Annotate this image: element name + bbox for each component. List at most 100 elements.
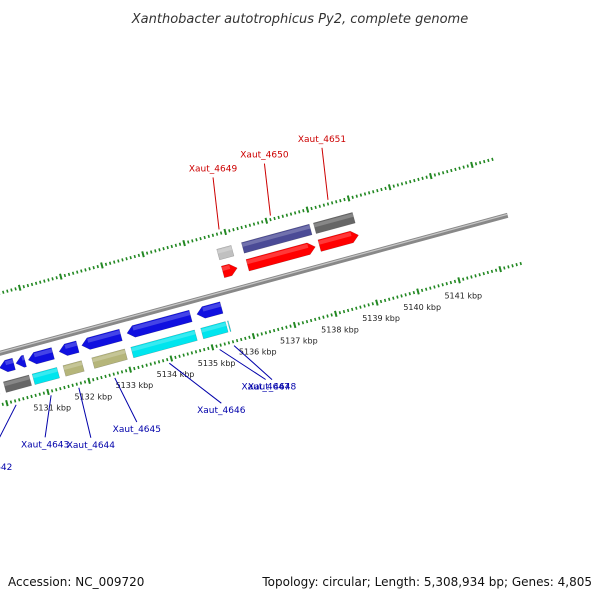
upper-ruler-tick [191,239,194,243]
lower-ruler-tick [400,294,403,298]
gene-reverse-block [130,329,198,359]
upper-ruler-tick [39,280,42,284]
cds-reverse-block [81,328,123,350]
gene-label: Xaut_4642 [0,463,12,473]
upper-ruler-tick [137,253,141,258]
upper-ruler-tick [273,216,276,221]
lower-ruler-tick [67,384,70,389]
upper-ruler-tick [219,231,223,235]
gene-label-leader [321,147,329,200]
upper-ruler-tick [478,161,482,165]
upper-ruler-tick [487,158,490,163]
lower-ruler-tick [235,338,239,343]
lower-ruler-tick [462,277,465,281]
upper-ruler-tick [84,268,87,272]
lower-ruler-tick [186,352,189,356]
ruler-tick-label: 5141 kbp [444,292,482,301]
lower-ruler-tick [355,306,358,310]
upper-ruler-tick [450,168,453,173]
lower-ruler-tick [507,265,510,269]
lower-ruler-tick [408,292,411,296]
upper-ruler-tick [289,212,293,216]
upper-ruler-tick [437,172,441,176]
feature-gloss [4,359,14,366]
gene-label: Xaut_4651 [298,135,346,145]
lower-ruler-tick [416,288,420,295]
lower-ruler-tick [486,270,490,275]
upper-ruler-tick [277,215,280,220]
upper-ruler-tick [409,180,412,184]
cds-reverse-block [15,354,27,368]
lower-ruler-tick [63,385,66,390]
ruler-tick-label: 5137 kbp [280,336,318,345]
upper-ruler-tick [470,161,474,169]
ruler-tick-label: 5134 kbp [157,370,195,379]
lower-ruler-tick [92,378,95,382]
lower-ruler-tick [425,287,428,291]
lower-ruler-tick [231,340,235,344]
lower-ruler-tick [309,318,313,323]
lower-ruler-tick [96,376,99,381]
lower-ruler-tick [478,273,481,277]
upper-ruler-tick [417,177,420,182]
lower-ruler-tick [383,298,387,303]
cds-forward-block [220,263,238,279]
lower-ruler-tick [34,393,37,398]
lower-ruler-tick [207,346,210,351]
upper-ruler-tick [429,172,433,180]
upper-ruler-tick [174,243,178,247]
feature-gloss [313,213,354,228]
lower-ruler-tick [281,326,284,330]
lower-ruler-tick [133,366,136,371]
upper-ruler-tick [363,192,367,196]
gene-label: Xaut_4649 [189,164,238,174]
feature-gloss [63,361,83,371]
upper-ruler-tick [269,217,272,222]
lower-ruler-tick [59,386,62,391]
lower-ruler-tick [124,369,128,373]
lower-ruler-tick [210,344,215,351]
upper-ruler-tick [67,272,71,277]
upper-ruler-tick [215,232,219,236]
upper-ruler-tick [223,228,227,236]
upper-ruler-tick [63,273,67,278]
lower-ruler-tick [198,349,202,353]
upper-ruler-tick [51,277,54,281]
feature-gloss [64,341,78,349]
lower-ruler-tick [50,389,54,393]
upper-ruler-tick [281,214,284,218]
lower-ruler-tick [305,319,309,324]
lower-ruler-tick [314,317,317,322]
upper-ruler-tick [343,197,346,202]
upper-ruler-tick [380,187,383,192]
upper-ruler-tick [302,209,305,213]
upper-ruler-tick [454,167,457,172]
gene-label-leader [114,377,138,423]
upper-ruler-tick [100,262,104,269]
upper-ruler-tick [195,238,198,242]
upper-ruler-tick [145,251,149,255]
upper-ruler-tick [182,239,186,247]
upper-ruler-tick [2,290,5,294]
lower-ruler-tick [326,314,329,318]
upper-ruler-tick [14,287,17,291]
upper-ruler-tick [367,191,371,195]
upper-ruler-tick [76,270,79,274]
upper-ruler-tick [310,206,313,211]
lower-ruler-tick [169,355,174,362]
lower-ruler-tick [112,372,115,376]
upper-ruler-tick [376,188,379,193]
lower-ruler-tick [203,347,206,352]
upper-ruler-tick [240,225,243,230]
upper-ruler-tick [335,200,338,204]
lower-ruler-tick [268,330,272,334]
feature-gloss [202,302,222,312]
feature-gloss [221,265,231,271]
lower-ruler-tick [166,357,169,362]
lower-ruler-tick [18,398,21,402]
upper-ruler-tick [207,234,210,239]
upper-ruler-tick [26,283,30,288]
cds-reverse-block [126,309,193,338]
upper-ruler-tick [199,236,202,241]
upper-ruler-tick [330,201,334,205]
